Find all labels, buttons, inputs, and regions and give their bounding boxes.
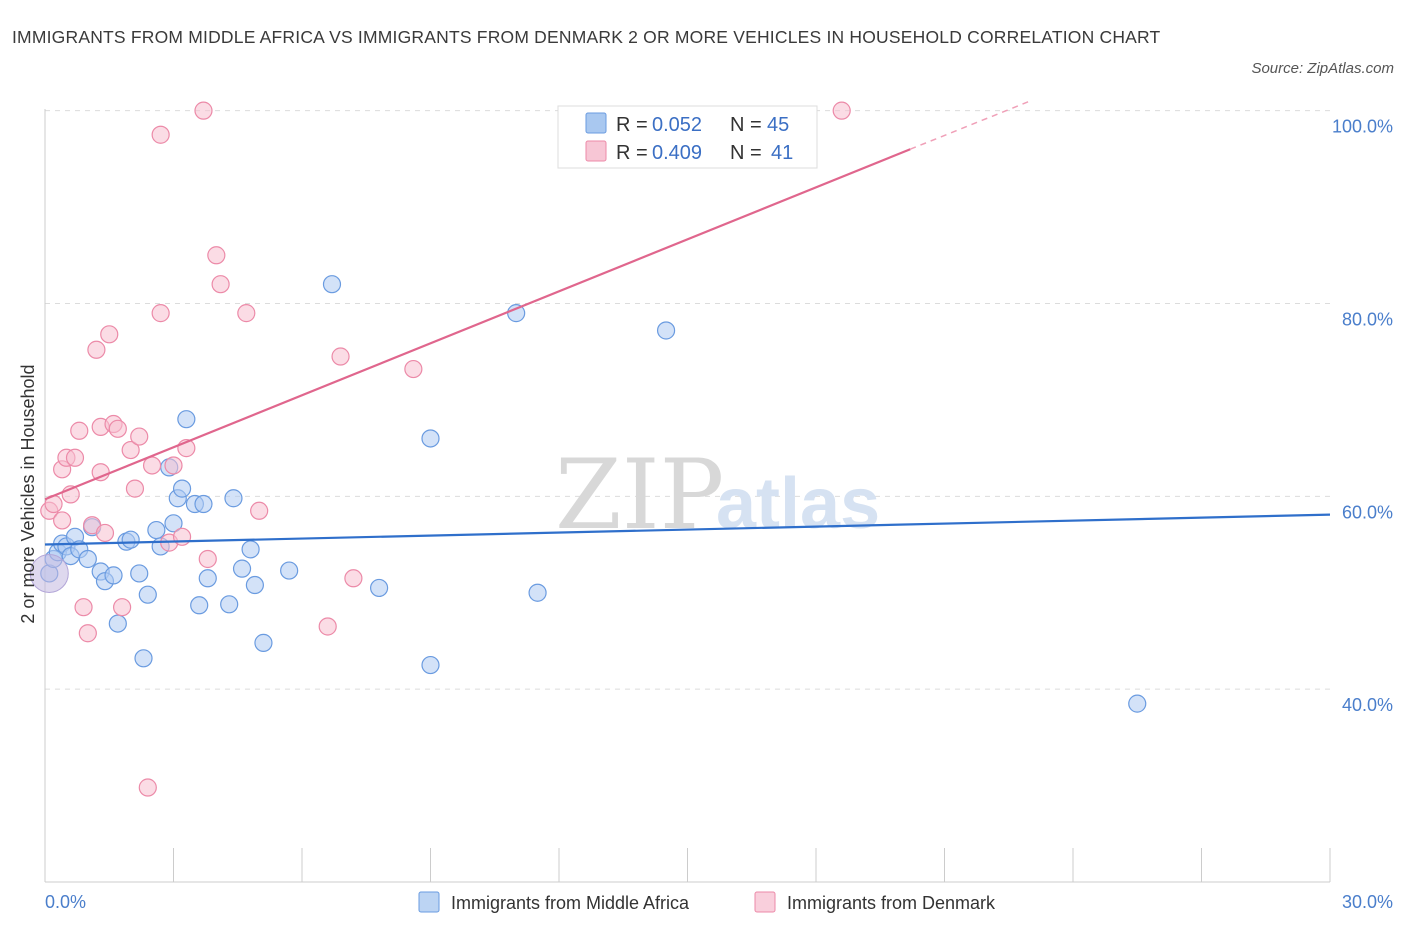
point-middle-africa [241, 540, 260, 559]
series-legend-swatch-denmark [754, 891, 776, 913]
trendline-denmark-extension [909, 100, 1031, 150]
point-middle-africa [104, 566, 123, 585]
y-axis-title: 2 or more Vehicles in Household [18, 364, 38, 623]
series-legend-label-middle-africa: Immigrants from Middle Africa [451, 893, 690, 913]
point-denmark [331, 347, 350, 366]
point-denmark [237, 304, 256, 323]
point-denmark [404, 359, 423, 379]
point-middle-africa [232, 559, 252, 578]
point-denmark [164, 456, 183, 475]
point-middle-africa [421, 429, 440, 448]
point-denmark [198, 549, 217, 569]
series-legend-swatch-middle-africa [418, 891, 440, 913]
point-middle-africa [130, 564, 149, 583]
legend-swatch-pink [585, 140, 607, 162]
watermark: ZIP atlas [555, 439, 880, 551]
y-tick-label: 100.0% [1332, 117, 1393, 137]
point-denmark [112, 598, 132, 617]
point-middle-africa [134, 649, 153, 668]
x-tick-label-min: 0.0% [45, 892, 86, 912]
legend-n-label-2: N = [730, 142, 762, 164]
point-middle-africa [370, 578, 389, 598]
point-denmark [53, 511, 72, 530]
point-middle-africa [194, 494, 213, 514]
legend-r-value-1: 0.052 [652, 114, 702, 136]
data-points [29, 101, 1147, 797]
point-denmark [70, 421, 89, 440]
point-denmark [250, 501, 269, 520]
point-denmark [344, 569, 363, 588]
point-denmark [95, 523, 115, 543]
point-middle-africa [121, 530, 140, 549]
x-tick-label-max: 30.0% [1342, 892, 1393, 912]
series-legend-label-denmark: Immigrants from Denmark [787, 893, 996, 913]
point-denmark [151, 125, 170, 144]
tick-labels: 100.0% 80.0% 60.0% 40.0% 0.0% 30.0% [45, 117, 1393, 912]
point-middle-africa [78, 549, 97, 569]
legend-r-label-1: R = [616, 114, 648, 136]
point-middle-africa [224, 489, 243, 508]
point-denmark [130, 427, 149, 446]
point-denmark [121, 440, 140, 460]
point-middle-africa [138, 585, 157, 604]
trendline-middle-africa [44, 513, 1331, 546]
point-middle-africa [245, 575, 264, 595]
point-middle-africa [108, 614, 127, 633]
chart-title: IMMIGRANTS FROM MIDDLE AFRICA VS IMMIGRA… [12, 27, 1161, 47]
point-denmark [74, 598, 93, 617]
point-denmark [87, 340, 106, 359]
point-denmark [211, 275, 230, 294]
point-denmark [832, 101, 851, 120]
trend-lines [44, 100, 1331, 546]
point-middle-africa [280, 561, 299, 580]
source-label: Source: ZipAtlas.com [1251, 60, 1394, 77]
series-legend: Immigrants from Middle Africa Immigrants… [418, 891, 996, 913]
point-denmark [142, 456, 162, 475]
legend-r-value-2: 0.409 [652, 142, 702, 164]
legend-n-value-1: 45 [767, 114, 789, 136]
point-middle-africa [164, 514, 183, 533]
watermark-atlas: atlas [716, 464, 880, 544]
trendline-denmark [44, 148, 911, 501]
point-denmark [194, 101, 213, 120]
point-denmark [65, 448, 85, 467]
point-denmark [138, 778, 157, 797]
point-middle-africa [1128, 694, 1147, 713]
y-tick-label: 60.0% [1342, 502, 1393, 522]
point-denmark [78, 624, 97, 643]
point-denmark [125, 479, 145, 498]
y-tick-label: 40.0% [1342, 695, 1393, 715]
point-denmark [100, 325, 119, 344]
point-middle-africa [656, 321, 676, 340]
axes [44, 109, 1331, 883]
point-cluster-bubble [29, 553, 69, 593]
point-denmark [172, 527, 192, 546]
correlation-legend: R = 0.052 N = 45 R = 0.409 N = 41 [557, 105, 818, 169]
point-middle-africa [322, 275, 342, 294]
legend-n-label-1: N = [730, 114, 762, 136]
point-middle-africa [254, 633, 273, 652]
watermark-zip: ZIP [555, 439, 724, 551]
point-denmark [108, 419, 127, 438]
point-middle-africa [220, 595, 239, 614]
point-middle-africa [190, 596, 209, 615]
legend-swatch-blue [585, 112, 607, 134]
point-middle-africa [528, 583, 547, 602]
point-denmark [207, 246, 226, 265]
legend-n-value-2: 41 [771, 142, 793, 164]
point-middle-africa [198, 569, 217, 588]
point-middle-africa [172, 479, 192, 498]
point-middle-africa [421, 655, 440, 675]
y-tick-label: 80.0% [1342, 309, 1393, 329]
point-denmark [318, 617, 337, 636]
point-middle-africa [147, 520, 166, 540]
point-denmark [151, 304, 170, 323]
point-middle-africa [177, 410, 196, 429]
legend-r-label-2: R = [616, 142, 648, 164]
